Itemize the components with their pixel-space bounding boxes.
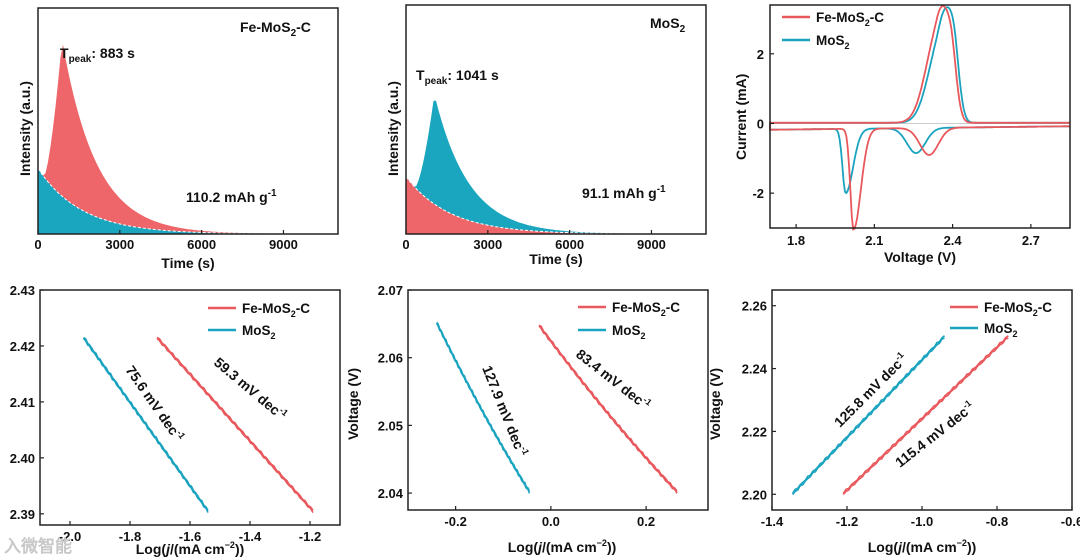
y-tick-label: 0: [757, 116, 764, 131]
slope-label-mos2: 127.9 mV dec-1: [479, 363, 531, 459]
panel-fe-mos2-c-time: Fe-MoS2-C Tpeak: 883 s 110.2 mAh g-1 Int…: [17, 7, 339, 271]
legend-mos2: MoS2: [816, 33, 850, 51]
panel-tafel-2: Voltage (V) Log(j/(mA cm−2)) -0.2 0.0 0.2 2…: [345, 283, 709, 555]
x-tick-label: 0.2: [637, 514, 655, 529]
plot-frame: [771, 289, 1073, 511]
y-axis-label: Voltage (V): [707, 368, 723, 440]
peak-area: [38, 44, 338, 234]
peak-area: [406, 100, 706, 234]
x-tick-label: 2.7: [1022, 233, 1040, 248]
y-axis-label: Intensity (a.u.): [17, 81, 33, 176]
x-tick-label: 2.4: [944, 233, 963, 248]
series-mos2: [82, 337, 209, 513]
series-fe-mos2-c: [769, 5, 1070, 231]
x-axis-label: Log(j/(mA cm−2)): [136, 540, 245, 557]
x-tick-label: -1.6: [179, 529, 201, 544]
plot-frame: [37, 7, 339, 235]
series-mos2: [83, 336, 209, 511]
x-axis-label: Log(j/(mA cm−2)): [868, 538, 977, 555]
plot-frame: [769, 4, 1071, 229]
plot-frame: [405, 4, 707, 235]
x-axis-label: Time (s): [529, 251, 582, 267]
peak-label: Tpeak: 1041 s: [416, 67, 499, 87]
x-tick-label: -1.2: [836, 514, 858, 529]
y-tick-label: 2.20: [742, 487, 767, 502]
x-tick-label: -1.0: [911, 514, 933, 529]
x-tick-label: 1.8: [787, 233, 805, 248]
slope-label-fe: 83.4 mV dec-1: [573, 345, 654, 413]
capacity-label: 91.1 mAh g-1: [582, 184, 666, 201]
slope-label-mos2: 125.8 mV dec-1: [830, 350, 910, 430]
panel-cv: Current (mA) Voltage (V) 1.8 2.1 2.4 2.7 2 0 -…: [733, 4, 1071, 265]
panel-tafel-3: Voltage (V) Log(j/(mA cm−2)) -1.4 -1.2 -1.…: [707, 289, 1080, 555]
series-fe-mos2-c: [156, 336, 314, 511]
watermark: 入微智能: [4, 536, 72, 556]
x-tick-label: -1.2: [299, 529, 321, 544]
x-axis-label: Time (s): [161, 255, 214, 271]
plot-frame: [407, 289, 709, 511]
x-axis-label: Log(j/(mA cm−2)): [508, 538, 617, 555]
legend: Fe-MoS2-C MoS2: [208, 301, 310, 341]
y-axis-label: Current (mA): [733, 74, 749, 160]
panel-title: MoS2: [650, 15, 686, 35]
y-tick-label: 2.06: [378, 351, 403, 366]
x-tick-label: 3000: [105, 237, 134, 252]
x-tick-label: -0.8: [986, 514, 1008, 529]
x-tick-label: -1.4: [239, 529, 262, 544]
series-fe-mos2-c: [538, 324, 678, 492]
x-tick-label: 9000: [269, 237, 298, 252]
baseline-area: [406, 176, 706, 234]
y-tick-label: 2.41: [10, 395, 35, 410]
legend: Fe-MoS2-C MoS2: [578, 300, 680, 341]
legend: Fe-MoS2-C MoS2: [950, 300, 1052, 339]
x-tick-label: 0: [402, 237, 409, 252]
x-tick-label: 3000: [473, 237, 502, 252]
series-fe-mos2-c: [842, 335, 1009, 495]
legend-mos2: MoS2: [612, 323, 646, 341]
series-mos2: [769, 6, 1070, 195]
series-mos2: [791, 335, 945, 495]
y-tick-label: 2.05: [378, 418, 403, 433]
legend-mos2: MoS2: [242, 323, 276, 341]
y-tick-label: 2.43: [10, 283, 35, 298]
x-tick-label: -1.8: [119, 529, 141, 544]
baseline-area: [38, 168, 338, 234]
panel-title: Fe-MoS2-C: [240, 19, 311, 39]
y-tick-label: 2.39: [10, 507, 35, 522]
y-tick-label: 2.24: [742, 362, 768, 377]
y-tick-label: 2.26: [742, 299, 767, 314]
x-tick-label: 2.1: [865, 233, 883, 248]
x-tick-label: 9000: [637, 237, 666, 252]
x-tick-label: -1.4: [761, 514, 784, 529]
x-tick-label: 0: [34, 237, 41, 252]
y-tick-label: 2.04: [378, 486, 404, 501]
y-tick-label: 2.22: [742, 424, 767, 439]
y-tick-label: 2.40: [10, 451, 35, 466]
x-tick-label: -0.2: [444, 514, 466, 529]
legend-fe-mos2-c: Fe-MoS2-C: [242, 301, 310, 319]
x-tick-label: 0.0: [542, 514, 560, 529]
legend-fe-mos2-c: Fe-MoS2-C: [816, 10, 884, 28]
capacity-label: 110.2 mAh g-1: [186, 188, 277, 205]
legend-fe-mos2-c: Fe-MoS2-C: [984, 300, 1052, 318]
y-tick-label: -2: [752, 186, 764, 201]
y-tick-label: 2.42: [10, 339, 35, 354]
y-axis-label: Intensity (a.u.): [385, 81, 401, 176]
panel-tafel-1: Log(j/(mA cm−2)) -2.0 -1.8 -1.6 -1.4 -1.2 2.4…: [10, 283, 341, 557]
x-tick-label: -0.6: [1061, 514, 1080, 529]
series-mos2: [436, 321, 531, 492]
panel-mos2-time: MoS2 Tpeak: 1041 s 91.1 mAh g-1 Intensit…: [385, 4, 707, 267]
y-axis-label: Voltage (V): [345, 368, 361, 440]
x-tick-label: 6000: [555, 237, 584, 252]
legend: Fe-MoS2-C MoS2: [782, 10, 884, 51]
legend-fe-mos2-c: Fe-MoS2-C: [612, 300, 680, 318]
x-axis-label: Voltage (V): [884, 249, 956, 265]
legend-mos2: MoS2: [984, 321, 1018, 339]
peak-label: Tpeak: 883 s: [60, 45, 135, 65]
y-tick-label: 2.07: [378, 283, 403, 298]
x-tick-label: -2.0: [59, 529, 81, 544]
x-tick-label: 6000: [187, 237, 216, 252]
y-tick-label: 2: [757, 47, 764, 62]
